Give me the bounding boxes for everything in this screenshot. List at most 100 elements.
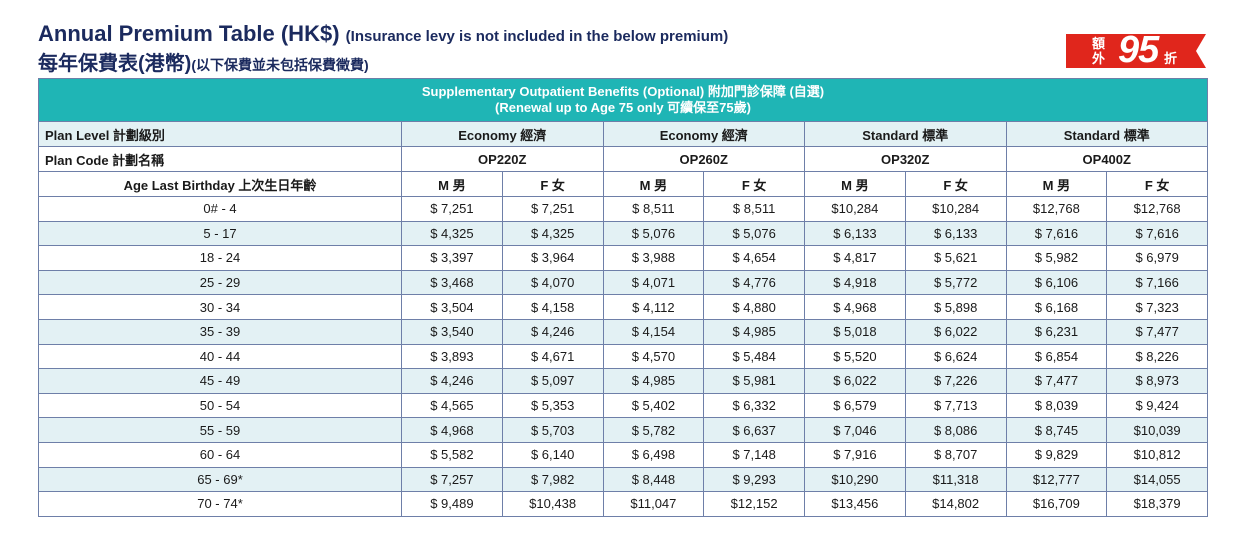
premium-cell: $ 6,332 <box>703 392 805 419</box>
premium-cell: $ 8,511 <box>602 196 705 222</box>
premium-cell: $ 6,133 <box>804 220 906 247</box>
premium-cell: $ 8,448 <box>602 466 705 493</box>
title-zh-main: 每年保費表(港幣) <box>38 53 192 75</box>
plan-level-cell: Economy 經濟 <box>401 121 604 147</box>
premium-cell: $10,812 <box>1106 441 1208 468</box>
premium-cell: $ 5,982 <box>1005 245 1108 271</box>
title-en-main: Annual Premium Table (HK$) <box>38 21 340 46</box>
age-label: Age Last Birthday 上次生日年齡 <box>38 171 402 197</box>
premium-cell: $ 5,621 <box>904 245 1007 271</box>
premium-cell: $ 5,018 <box>804 318 906 345</box>
premium-cell: $ 4,246 <box>501 318 604 345</box>
age-cell: 65 - 69* <box>38 466 402 493</box>
title-en-note: (Insurance levy is not included in the b… <box>345 28 729 45</box>
premium-cell: $ 4,570 <box>602 343 705 370</box>
table-row: 25 - 29 $ 3,468 $ 4,070 $ 4,071 $ 4,776 $ 4,9… <box>38 269 1208 296</box>
premium-cell: $14,802 <box>904 491 1007 517</box>
premium-cell: $ 5,076 <box>703 220 805 247</box>
premium-cell: $ 6,637 <box>703 417 805 443</box>
premium-cell: $ 7,148 <box>703 441 805 468</box>
premium-cell: $ 5,097 <box>501 368 604 394</box>
premium-cell: $ 7,323 <box>1106 294 1208 320</box>
premium-cell: $ 7,616 <box>1005 220 1108 247</box>
premium-cell: $ 4,918 <box>804 269 906 296</box>
title-chinese: 每年保費表(港幣)(以下保費並未包括保費徵費) <box>38 51 728 78</box>
age-cell: 35 - 39 <box>38 318 402 345</box>
gender-f-cell: F 女 <box>703 171 805 197</box>
premium-cell: $10,438 <box>501 491 604 517</box>
age-cell: 50 - 54 <box>38 392 402 419</box>
premium-cell: $ 7,616 <box>1106 220 1208 247</box>
premium-cell: $ 5,981 <box>703 368 805 394</box>
premium-cell: $ 5,703 <box>501 417 604 443</box>
premium-cell: $ 8,745 <box>1005 417 1108 443</box>
premium-cell: $12,152 <box>703 491 805 517</box>
premium-cell: $ 7,257 <box>401 466 503 493</box>
table-row: 55 - 59 $ 4,968 $ 5,703 $ 5,782 $ 6,637 $ 7,0… <box>38 417 1208 443</box>
premium-cell: $ 8,707 <box>904 441 1007 468</box>
badge-suffix: 折 <box>1164 51 1178 66</box>
premium-cell: $ 4,071 <box>602 269 705 296</box>
title-block: Annual Premium Table (HK$) (Insurance le… <box>38 20 728 78</box>
premium-cell: $ 6,140 <box>501 441 604 468</box>
table-row: 18 - 24 $ 3,397 $ 3,964 $ 3,988 $ 4,654 $ 4,8… <box>38 245 1208 271</box>
title-english: Annual Premium Table (HK$) (Insurance le… <box>38 20 728 51</box>
premium-cell: $ 3,468 <box>401 269 503 296</box>
premium-cell: $ 9,424 <box>1106 392 1208 419</box>
premium-cell: $ 7,982 <box>501 466 604 493</box>
table-row: 30 - 34 $ 3,504 $ 4,158 $ 4,112 $ 4,880 $ 4,9… <box>38 294 1208 320</box>
premium-cell: $ 8,511 <box>703 196 805 222</box>
age-cell: 5 - 17 <box>38 220 402 247</box>
premium-cell: $ 6,498 <box>602 441 705 468</box>
premium-cell: $ 9,829 <box>1005 441 1108 468</box>
premium-cell: $16,709 <box>1005 491 1108 517</box>
plan-code-cell: OP260Z <box>602 146 805 172</box>
premium-table: Supplementary Outpatient Benefits (Optio… <box>38 78 1208 517</box>
premium-cell: $ 7,916 <box>804 441 906 468</box>
age-cell: 25 - 29 <box>38 269 402 296</box>
age-cell: 0# - 4 <box>38 196 402 222</box>
table-row: 65 - 69* $ 7,257 $ 7,982 $ 8,448 $ 9,293 $10,… <box>38 466 1208 493</box>
premium-cell: $10,290 <box>804 466 906 493</box>
rates-body: 0# - 4 $ 7,251 $ 7,251 $ 8,511 $ 8,511 $10,28… <box>38 196 1208 517</box>
table-row: 5 - 17 $ 4,325 $ 4,325 $ 5,076 $ 5,076 $ 6,13… <box>38 220 1208 247</box>
premium-cell: $ 7,477 <box>1106 318 1208 345</box>
gender-f-cell: F 女 <box>1106 171 1208 197</box>
discount-badge: 額 外 95 折 <box>1066 30 1206 70</box>
premium-cell: $ 4,246 <box>401 368 503 394</box>
premium-cell: $ 8,226 <box>1106 343 1208 370</box>
premium-cell: $10,039 <box>1106 417 1208 443</box>
gender-m-cell: M 男 <box>602 171 705 197</box>
premium-cell: $ 7,477 <box>1005 368 1108 394</box>
premium-cell: $ 5,898 <box>904 294 1007 320</box>
section-title-line2: (Renewal up to Age 75 only 可續保至75歲) <box>495 100 751 115</box>
badge-small-top: 額 <box>1092 36 1106 51</box>
gender-m-cell: M 男 <box>804 171 906 197</box>
premium-cell: $ 3,893 <box>401 343 503 370</box>
premium-cell: $ 6,624 <box>904 343 1007 370</box>
gender-row: Age Last Birthday 上次生日年齡 M 男 F 女 M 男 F 女… <box>38 171 1208 197</box>
premium-cell: $13,456 <box>804 491 906 517</box>
premium-cell: $ 3,988 <box>602 245 705 271</box>
premium-cell: $ 5,484 <box>703 343 805 370</box>
premium-cell: $ 5,782 <box>602 417 705 443</box>
premium-cell: $ 7,226 <box>904 368 1007 394</box>
title-zh-note: (以下保費並未包括保費徵費) <box>191 57 369 73</box>
premium-cell: $ 4,325 <box>401 220 503 247</box>
premium-cell: $ 4,880 <box>703 294 805 320</box>
premium-cell: $ 9,293 <box>703 466 805 493</box>
premium-cell: $ 5,582 <box>401 441 503 468</box>
badge-ribbon-shape <box>1066 34 1206 68</box>
premium-cell: $ 4,565 <box>401 392 503 419</box>
premium-cell: $12,768 <box>1005 196 1108 222</box>
premium-cell: $11,318 <box>904 466 1007 493</box>
age-cell: 30 - 34 <box>38 294 402 320</box>
table-row: 35 - 39 $ 3,540 $ 4,246 $ 4,154 $ 4,985 $ 5,0… <box>38 318 1208 345</box>
premium-cell: $11,047 <box>602 491 705 517</box>
premium-cell: $ 4,817 <box>804 245 906 271</box>
premium-cell: $ 3,397 <box>401 245 503 271</box>
age-cell: 18 - 24 <box>38 245 402 271</box>
premium-cell: $ 7,713 <box>904 392 1007 419</box>
age-cell: 60 - 64 <box>38 441 402 468</box>
gender-f-cell: F 女 <box>904 171 1007 197</box>
